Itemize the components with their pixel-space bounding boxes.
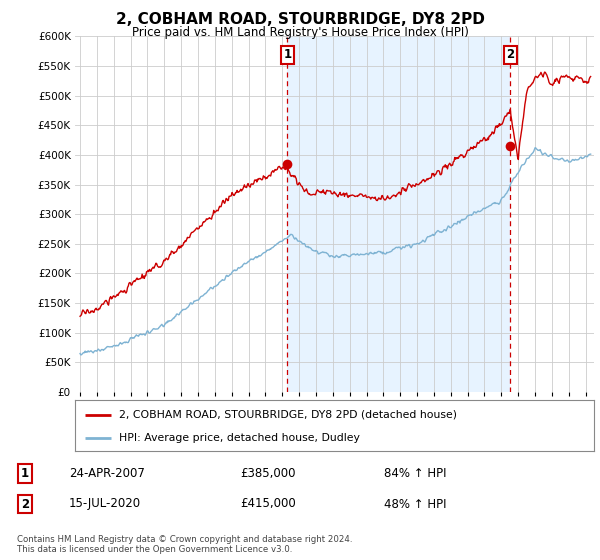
Text: 48% ↑ HPI: 48% ↑ HPI (384, 497, 446, 511)
Text: 2: 2 (21, 497, 29, 511)
Text: HPI: Average price, detached house, Dudley: HPI: Average price, detached house, Dudl… (119, 433, 360, 443)
Text: 84% ↑ HPI: 84% ↑ HPI (384, 466, 446, 480)
Text: 2, COBHAM ROAD, STOURBRIDGE, DY8 2PD: 2, COBHAM ROAD, STOURBRIDGE, DY8 2PD (116, 12, 484, 27)
Text: 1: 1 (21, 466, 29, 480)
Text: £385,000: £385,000 (240, 466, 296, 480)
Text: 15-JUL-2020: 15-JUL-2020 (69, 497, 141, 511)
Text: 2: 2 (506, 48, 514, 61)
Text: 2, COBHAM ROAD, STOURBRIDGE, DY8 2PD (detached house): 2, COBHAM ROAD, STOURBRIDGE, DY8 2PD (de… (119, 409, 457, 419)
Text: 24-APR-2007: 24-APR-2007 (69, 466, 145, 480)
Bar (287, 36, 511, 392)
Text: 1: 1 (283, 48, 292, 61)
Text: Price paid vs. HM Land Registry's House Price Index (HPI): Price paid vs. HM Land Registry's House … (131, 26, 469, 39)
Text: Contains HM Land Registry data © Crown copyright and database right 2024.
This d: Contains HM Land Registry data © Crown c… (17, 535, 352, 554)
Text: £415,000: £415,000 (240, 497, 296, 511)
